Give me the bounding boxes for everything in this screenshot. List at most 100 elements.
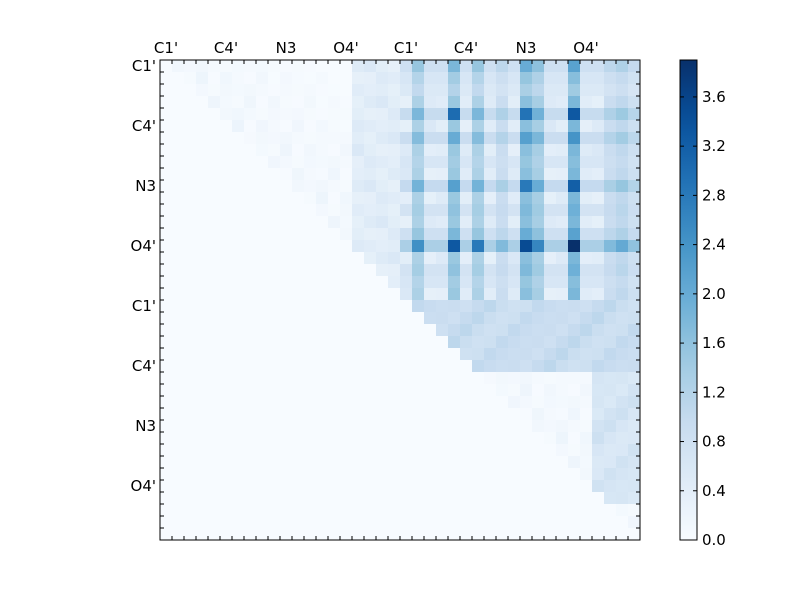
heatmap-cell: [256, 516, 269, 529]
heatmap-cell: [460, 168, 473, 181]
heatmap-cell: [388, 264, 401, 277]
heatmap-cell: [448, 360, 461, 373]
heatmap-cell: [544, 168, 557, 181]
heatmap-cell: [244, 192, 257, 205]
heatmap-cell: [448, 396, 461, 409]
heatmap-cell: [592, 300, 605, 313]
heatmap-cell: [568, 396, 581, 409]
heatmap-cell: [340, 372, 353, 385]
heatmap-cell: [508, 456, 521, 469]
heatmap-cell: [268, 120, 281, 133]
heatmap-cell: [424, 324, 437, 337]
heatmap-cell: [244, 108, 257, 121]
heatmap-cell: [616, 480, 629, 493]
heatmap-cell: [436, 408, 449, 421]
heatmap-cell: [364, 276, 377, 289]
heatmap-cell: [196, 504, 209, 517]
heatmap-cell: [436, 96, 449, 109]
heatmap-cell: [496, 336, 509, 349]
heatmap-cell: [268, 192, 281, 205]
heatmap-cell: [172, 396, 185, 409]
heatmap-cell: [544, 312, 557, 325]
heatmap-cell: [496, 492, 509, 505]
heatmap-cell: [604, 492, 617, 505]
heatmap-cell: [220, 504, 233, 517]
heatmap-cell: [160, 444, 173, 457]
heatmap-cell: [208, 312, 221, 325]
heatmap-cell: [448, 204, 461, 217]
heatmap-cell: [580, 372, 593, 385]
heatmap-cell: [340, 444, 353, 457]
heatmap-cell: [364, 192, 377, 205]
heatmap-cell: [580, 468, 593, 481]
heatmap-cell: [244, 264, 257, 277]
heatmap-cell: [496, 216, 509, 229]
heatmap-cell: [568, 444, 581, 457]
heatmap-cell: [400, 72, 413, 85]
heatmap-cell: [328, 396, 341, 409]
heatmap-cell: [544, 144, 557, 157]
heatmap-cell: [244, 396, 257, 409]
heatmap-cell: [316, 60, 329, 73]
heatmap-cell: [244, 96, 257, 109]
heatmap-cell: [196, 168, 209, 181]
heatmap-cell: [184, 384, 197, 397]
heatmap-cell: [496, 360, 509, 373]
heatmap-cell: [424, 84, 437, 97]
heatmap-cell: [580, 264, 593, 277]
heatmap-cell: [592, 120, 605, 133]
heatmap-cell: [520, 456, 533, 469]
heatmap-cell: [472, 288, 485, 301]
heatmap-cell: [616, 228, 629, 241]
heatmap-cell: [160, 480, 173, 493]
heatmap-cell: [484, 120, 497, 133]
heatmap-cell: [244, 432, 257, 445]
heatmap-cell: [580, 144, 593, 157]
heatmap-cell: [580, 216, 593, 229]
heatmap-cell: [184, 432, 197, 445]
heatmap-cell: [460, 372, 473, 385]
heatmap-cell: [364, 72, 377, 85]
heatmap-cell: [316, 144, 329, 157]
heatmap-cell: [268, 228, 281, 241]
heatmap-cell: [376, 204, 389, 217]
heatmap-cell: [376, 108, 389, 121]
heatmap-cell: [496, 168, 509, 181]
top-tick-label: N3: [276, 39, 297, 57]
heatmap-cell: [340, 288, 353, 301]
heatmap-cell: [172, 324, 185, 337]
heatmap-cell: [568, 120, 581, 133]
heatmap-cell: [304, 72, 317, 85]
heatmap-cell: [196, 444, 209, 457]
heatmap-cell: [268, 168, 281, 181]
heatmap-cell: [472, 132, 485, 145]
heatmap-cell: [364, 528, 377, 541]
heatmap-cell: [232, 132, 245, 145]
heatmap-cell: [304, 252, 317, 265]
heatmap-cell: [304, 144, 317, 157]
heatmap-cell: [328, 360, 341, 373]
heatmap-cell: [352, 252, 365, 265]
heatmap-cell: [460, 228, 473, 241]
heatmap-cell: [280, 288, 293, 301]
heatmap-cell: [436, 456, 449, 469]
heatmap-cell: [268, 216, 281, 229]
heatmap-cell: [412, 516, 425, 529]
heatmap-cell: [460, 84, 473, 97]
heatmap-cell: [208, 216, 221, 229]
heatmap-cell: [472, 516, 485, 529]
heatmap-cell: [400, 360, 413, 373]
heatmap-cell: [508, 240, 521, 253]
heatmap-cell: [220, 156, 233, 169]
heatmap-cell: [268, 96, 281, 109]
heatmap-cell: [280, 228, 293, 241]
heatmap-cell: [388, 456, 401, 469]
heatmap-cell: [352, 84, 365, 97]
heatmap-cell: [172, 84, 185, 97]
heatmap-cell: [520, 324, 533, 337]
heatmap-cell: [532, 288, 545, 301]
heatmap-cell: [592, 132, 605, 145]
heatmap-cell: [304, 216, 317, 229]
heatmap-cell: [244, 288, 257, 301]
heatmap-cell: [592, 408, 605, 421]
